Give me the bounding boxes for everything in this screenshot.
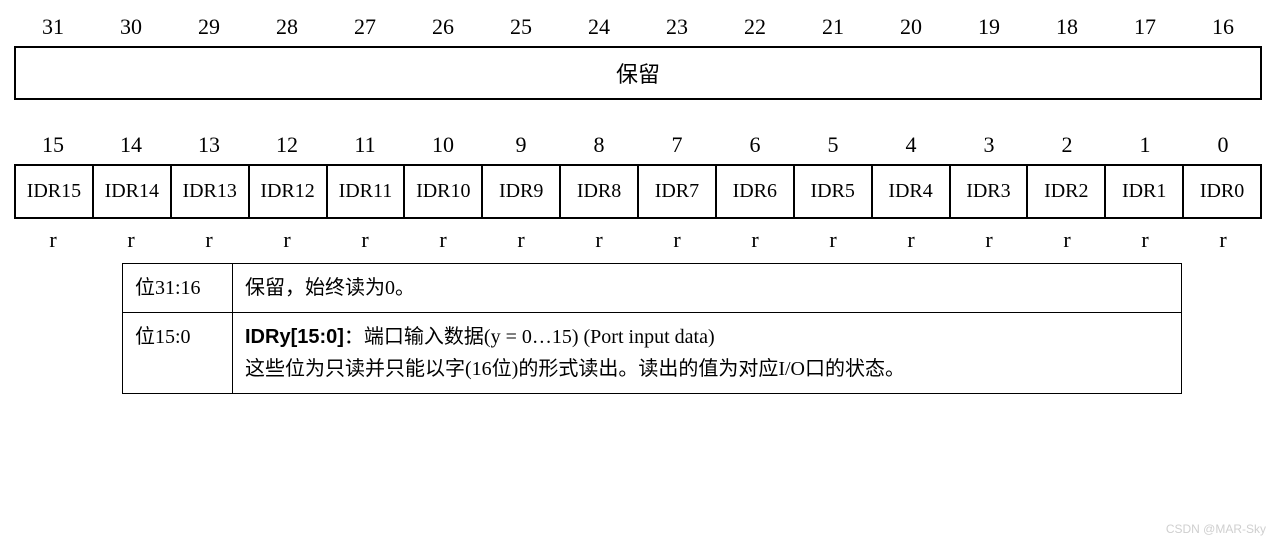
- bit-num: 29: [170, 10, 248, 46]
- bit-num: 3: [950, 128, 1028, 164]
- desc-line2: 这些位为只读并只能以字(16位)的形式读出。读出的值为对应I/O口的状态。: [245, 358, 905, 380]
- access-cell: r: [92, 219, 170, 257]
- access-cell: r: [326, 219, 404, 257]
- bit-num: 31: [14, 10, 92, 46]
- watermark: CSDN @MAR-Sky: [1166, 522, 1266, 536]
- desc-key: 位31:16: [123, 264, 233, 313]
- bit-field: IDR15: [16, 166, 94, 217]
- bit-num: 14: [92, 128, 170, 164]
- reserved-label: 保留: [616, 57, 660, 89]
- desc-line1: 端口输入数据(y = 0…15) (Port input data): [364, 326, 715, 348]
- bit-field: IDR0: [1184, 166, 1260, 217]
- bit-num: 10: [404, 128, 482, 164]
- desc-text: IDRy[15:0]：端口输入数据(y = 0…15) (Port input …: [233, 313, 1182, 394]
- bit-num: 16: [1184, 10, 1262, 46]
- bit-num: 11: [326, 128, 404, 164]
- bit-num: 2: [1028, 128, 1106, 164]
- bit-num: 12: [248, 128, 326, 164]
- access-cell: r: [1184, 219, 1262, 257]
- access-cell: r: [794, 219, 872, 257]
- bit-field: IDR9: [483, 166, 561, 217]
- bit-num: 22: [716, 10, 794, 46]
- bit-field: IDR5: [795, 166, 873, 217]
- bit-num: 26: [404, 10, 482, 46]
- bit-num: 30: [92, 10, 170, 46]
- access-cell: r: [1028, 219, 1106, 257]
- bit-num: 24: [560, 10, 638, 46]
- bit-field: IDR1: [1106, 166, 1184, 217]
- desc-field-name: IDRy[15:0]: [245, 326, 344, 348]
- bit-field: IDR7: [639, 166, 717, 217]
- bit-num: 5: [794, 128, 872, 164]
- access-cell: r: [170, 219, 248, 257]
- access-cell: r: [404, 219, 482, 257]
- access-cell: r: [14, 219, 92, 257]
- bit-num: 0: [1184, 128, 1262, 164]
- upper-bit-numbers: 31 30 29 28 27 26 25 24 23 22 21 20 19 1…: [14, 10, 1262, 46]
- bit-field: IDR14: [94, 166, 172, 217]
- access-cell: r: [950, 219, 1028, 257]
- access-cell: r: [716, 219, 794, 257]
- table-row: 位15:0 IDRy[15:0]：端口输入数据(y = 0…15) (Port …: [123, 313, 1182, 394]
- table-row: 位31:16 保留，始终读为0。: [123, 264, 1182, 313]
- bit-field: IDR6: [717, 166, 795, 217]
- bit-field: IDR11: [328, 166, 406, 217]
- description-table: 位31:16 保留，始终读为0。 位15:0 IDRy[15:0]：端口输入数据…: [122, 263, 1182, 394]
- bit-field: IDR13: [172, 166, 250, 217]
- bit-num: 17: [1106, 10, 1184, 46]
- access-cell: r: [638, 219, 716, 257]
- bit-num: 23: [638, 10, 716, 46]
- bit-num: 8: [560, 128, 638, 164]
- bit-field: IDR3: [951, 166, 1029, 217]
- bit-num: 21: [794, 10, 872, 46]
- desc-text: 保留，始终读为0。: [233, 264, 1182, 313]
- bit-num: 15: [14, 128, 92, 164]
- bit-field: IDR4: [873, 166, 951, 217]
- desc-key: 位15:0: [123, 313, 233, 394]
- bit-fields-row: IDR15 IDR14 IDR13 IDR12 IDR11 IDR10 IDR9…: [14, 164, 1262, 219]
- bit-field: IDR10: [405, 166, 483, 217]
- bit-num: 18: [1028, 10, 1106, 46]
- bit-num: 19: [950, 10, 1028, 46]
- bit-num: 1: [1106, 128, 1184, 164]
- bit-num: 27: [326, 10, 404, 46]
- reserved-field: 保留: [14, 46, 1262, 100]
- bit-field: IDR2: [1028, 166, 1106, 217]
- access-cell: r: [482, 219, 560, 257]
- bit-num: 25: [482, 10, 560, 46]
- access-cell: r: [1106, 219, 1184, 257]
- bit-num: 7: [638, 128, 716, 164]
- access-cell: r: [248, 219, 326, 257]
- bit-num: 13: [170, 128, 248, 164]
- desc-sep: ：: [344, 326, 364, 348]
- access-cell: r: [872, 219, 950, 257]
- access-cell: r: [560, 219, 638, 257]
- bit-num: 28: [248, 10, 326, 46]
- bit-num: 20: [872, 10, 950, 46]
- access-row: r r r r r r r r r r r r r r r r: [14, 219, 1262, 257]
- lower-bit-numbers: 15 14 13 12 11 10 9 8 7 6 5 4 3 2 1 0: [14, 128, 1262, 164]
- bit-num: 9: [482, 128, 560, 164]
- bit-field: IDR12: [250, 166, 328, 217]
- bit-field: IDR8: [561, 166, 639, 217]
- bit-num: 6: [716, 128, 794, 164]
- bit-num: 4: [872, 128, 950, 164]
